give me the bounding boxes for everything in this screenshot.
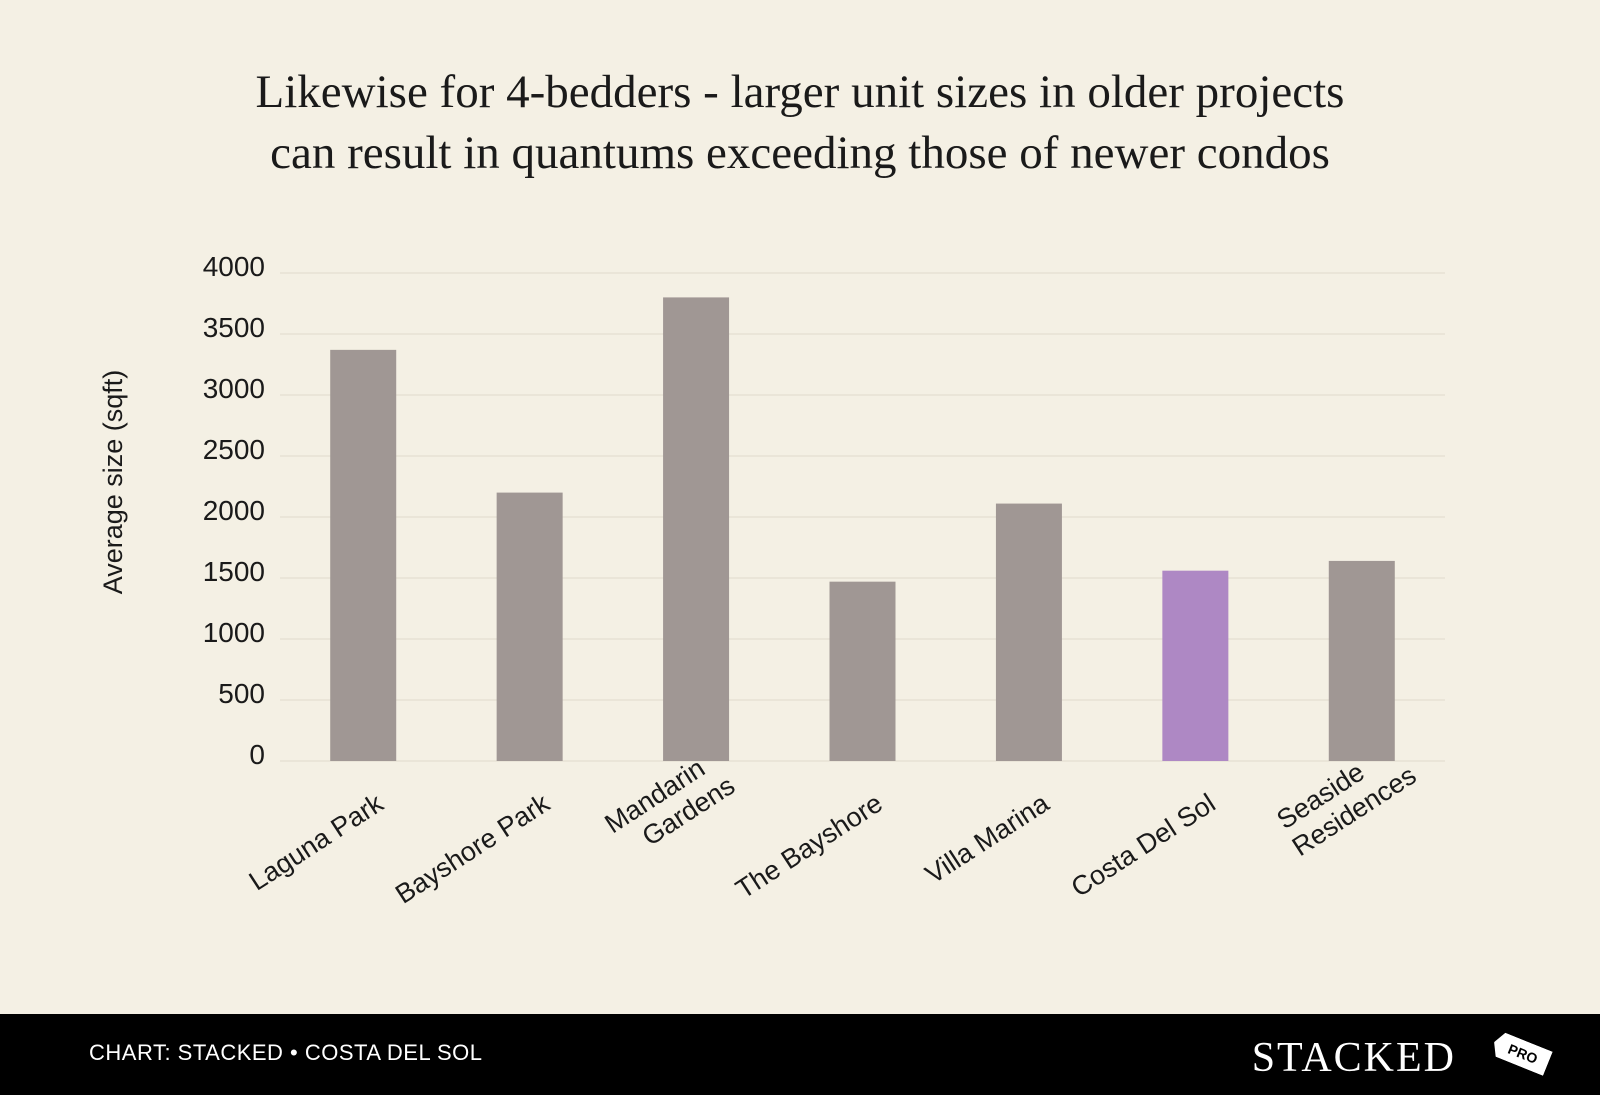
y-tick-label: 0 [249, 739, 265, 770]
bar [995, 503, 1062, 761]
x-tick-label-line: The Bayshore [730, 788, 887, 905]
x-tick-label: Laguna Park [244, 788, 389, 897]
y-tick-labels: 0 500 1000 1500 2000 2500 3000 3500 4000 [203, 251, 265, 770]
bar [496, 492, 563, 761]
x-tick-label-line: Villa Marina [920, 787, 1055, 889]
x-tick-label: The Bayshore [730, 788, 887, 905]
x-tick-label: Bayshore Park [390, 788, 555, 910]
y-tick-label: 2500 [203, 434, 265, 465]
bar [663, 297, 730, 761]
x-tick-label-line: Costa Del Sol [1066, 788, 1221, 903]
y-tick-label: 500 [218, 678, 265, 709]
y-tick-label: 1500 [203, 556, 265, 587]
chart-title-line-2: can result in quantums exceeding those o… [270, 127, 1330, 179]
brand-logo: STACKED PRO [1252, 1028, 1553, 1081]
footer: CHART: STACKED • COSTA DEL SOL STACKED P… [0, 1014, 1600, 1095]
bars [330, 297, 1395, 761]
brand-wordmark: STACKED [1251, 1035, 1456, 1081]
chart-title: Likewise for 4-bedders - larger unit siz… [0, 62, 1600, 184]
y-tick-label: 3500 [203, 312, 265, 343]
y-tick-label: 2000 [203, 495, 265, 526]
x-tick-label: MandarinGardens [599, 744, 740, 865]
bar [829, 581, 896, 761]
chart-title-line-1: Likewise for 4-bedders - larger unit siz… [255, 66, 1345, 118]
x-tick-label: Villa Marina [920, 787, 1055, 889]
bar-chart: 0 500 1000 1500 2000 2500 3000 3500 4000 Laguna … [98, 251, 1445, 910]
bar [330, 349, 397, 761]
bar [1328, 560, 1395, 761]
y-tick-label: 1000 [203, 617, 265, 648]
y-tick-label: 4000 [203, 251, 265, 282]
x-tick-label: Costa Del Sol [1066, 788, 1221, 903]
x-tick-label-line: Bayshore Park [390, 788, 555, 910]
x-tick-label-line: Laguna Park [244, 788, 389, 897]
bar [1162, 570, 1229, 761]
footer-credit: CHART: STACKED • COSTA DEL SOL [89, 1040, 483, 1065]
y-axis-label: Average size (sqft) [98, 370, 128, 595]
y-tick-label: 3000 [203, 373, 265, 404]
brand-pro-tag: PRO [1489, 1030, 1553, 1076]
